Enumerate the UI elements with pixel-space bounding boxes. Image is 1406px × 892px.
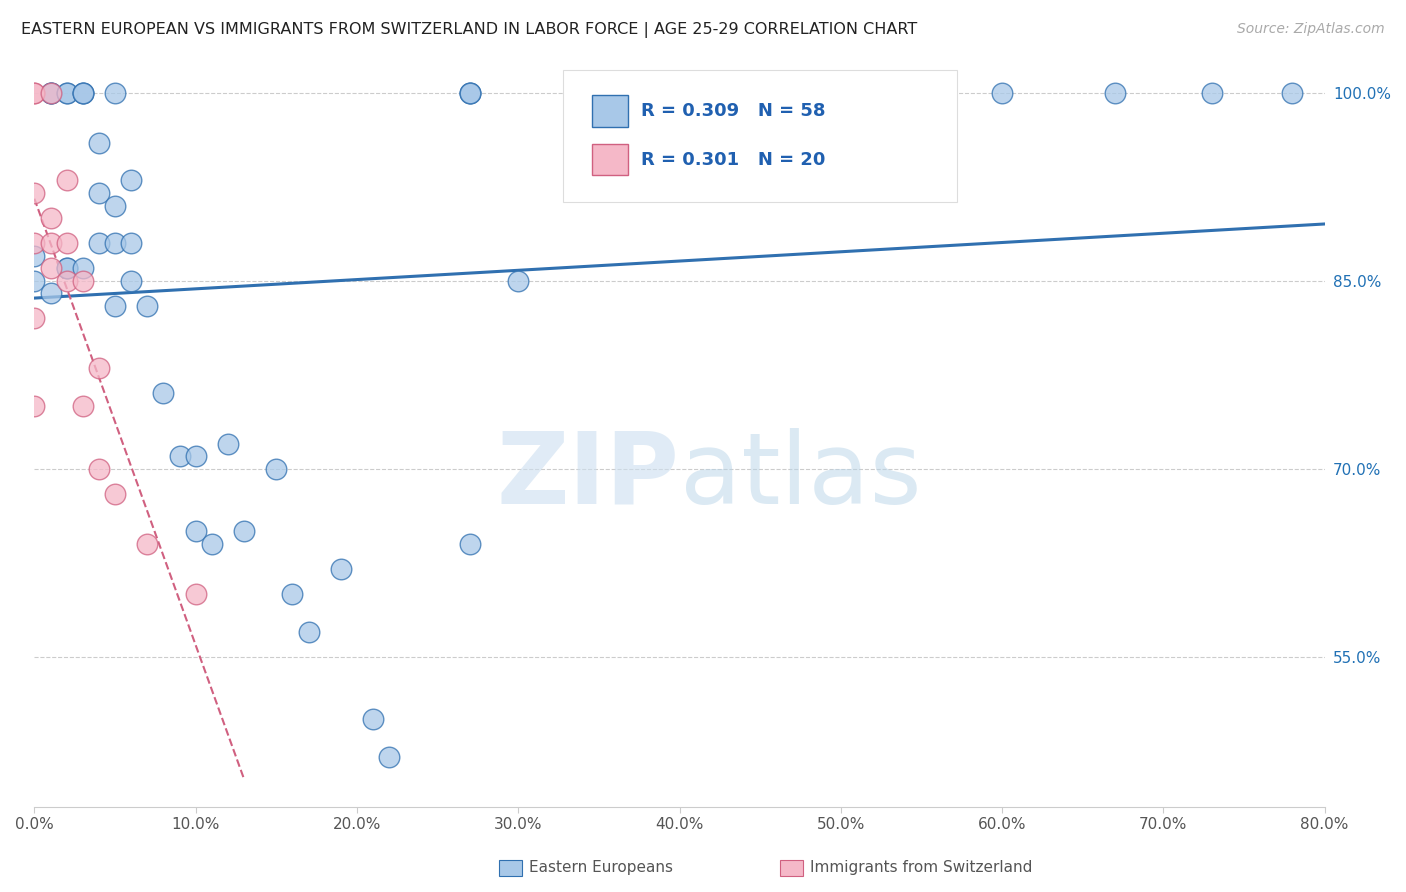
Point (87, 461, 110, 475)
Bar (592, 95, 628, 127)
Point (297, 624, 319, 639)
Point (361, 712, 384, 726)
Point (22, 274, 45, 288)
Point (39, 86, 62, 100)
Point (72, 261, 94, 276)
Point (991, 86, 1014, 100)
Point (39, 286, 62, 301)
Point (72, 274, 94, 288)
Point (22, 86, 45, 100)
Point (87, 136, 110, 150)
Point (152, 386, 174, 401)
Point (378, 749, 401, 764)
Point (104, 299, 127, 313)
Point (104, 486, 127, 500)
Text: EASTERN EUROPEAN VS IMMIGRANTS FROM SWITZERLAND IN LABOR FORCE | AGE 25-29 CORRE: EASTERN EUROPEAN VS IMMIGRANTS FROM SWIT… (21, 22, 917, 38)
Point (72, 86, 94, 100)
Text: ZIP: ZIP (496, 427, 679, 524)
Point (458, 86, 481, 100)
Point (22, 86, 45, 100)
Text: Source: ZipAtlas.com: Source: ZipAtlas.com (1237, 22, 1385, 37)
Point (104, 86, 127, 100)
Point (72, 86, 94, 100)
Point (55, 236, 77, 251)
Point (508, 274, 530, 288)
Point (55, 261, 77, 276)
Point (55, 274, 77, 288)
Point (55, 86, 77, 100)
Point (136, 537, 159, 551)
Point (201, 537, 224, 551)
Text: Eastern Europeans: Eastern Europeans (529, 861, 672, 875)
Point (217, 436, 239, 450)
Text: R = 0.301   N = 20: R = 0.301 N = 20 (641, 151, 825, 169)
Point (39, 86, 62, 100)
Point (120, 274, 142, 288)
Point (22, 399, 45, 413)
Point (72, 86, 94, 100)
Text: Immigrants from Switzerland: Immigrants from Switzerland (810, 861, 1032, 875)
Point (169, 449, 191, 463)
Point (120, 236, 142, 251)
Point (266, 461, 288, 475)
Point (136, 299, 159, 313)
Bar (592, 144, 628, 176)
Point (55, 261, 77, 276)
Point (55, 86, 77, 100)
Point (1201, 86, 1223, 100)
Point (233, 524, 256, 539)
Point (87, 236, 110, 251)
Point (39, 86, 62, 100)
Point (458, 537, 481, 551)
Point (22, 311, 45, 326)
Point (120, 173, 142, 187)
Point (281, 587, 304, 601)
Point (39, 236, 62, 251)
Point (55, 173, 77, 187)
Point (39, 211, 62, 225)
Point (104, 236, 127, 251)
FancyBboxPatch shape (564, 70, 957, 202)
Point (39, 86, 62, 100)
Point (39, 261, 62, 276)
Point (22, 186, 45, 200)
Text: R = 0.309   N = 58: R = 0.309 N = 58 (641, 102, 825, 120)
Point (22, 236, 45, 251)
Point (72, 399, 94, 413)
Point (87, 186, 110, 200)
Point (87, 361, 110, 376)
Point (184, 524, 207, 539)
Point (104, 198, 127, 212)
Point (22, 249, 45, 263)
Text: atlas: atlas (679, 427, 921, 524)
Point (458, 86, 481, 100)
Point (184, 449, 207, 463)
Point (1281, 86, 1303, 100)
Point (329, 562, 352, 576)
Point (458, 86, 481, 100)
Point (1104, 86, 1126, 100)
Point (184, 587, 207, 601)
